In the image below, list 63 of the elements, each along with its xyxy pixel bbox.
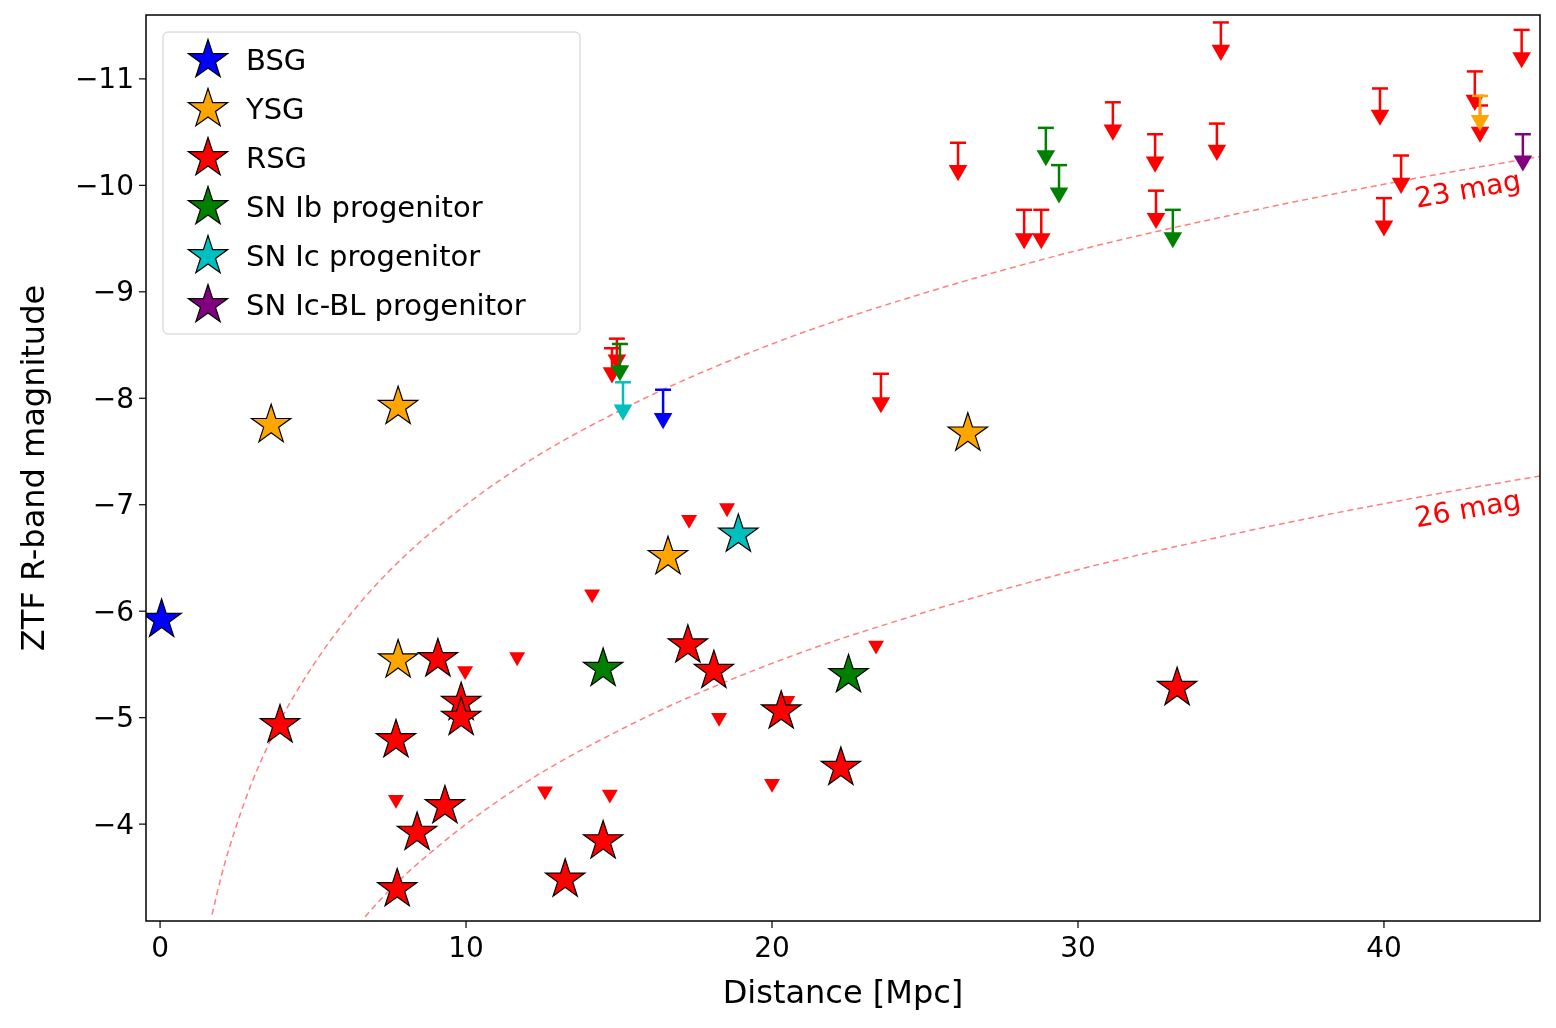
point [424, 784, 466, 824]
x-tick-label: 0 [151, 931, 169, 964]
point [1470, 115, 1490, 132]
point [1370, 109, 1390, 126]
x-axis-title: Distance [Mpc] [722, 973, 964, 1011]
legend-label: BSG [246, 43, 307, 77]
point [1145, 156, 1165, 173]
y-tick-label: −9 [92, 275, 134, 309]
point [610, 365, 630, 382]
y-tick-label: −10 [74, 168, 134, 202]
point [948, 165, 968, 182]
point [377, 638, 419, 678]
point [718, 513, 759, 552]
point [417, 637, 459, 677]
legend-label: SN Ic progenitor [246, 239, 481, 273]
point [440, 696, 482, 735]
legend-label: YSG [245, 92, 305, 126]
annotation: 26 mag [1412, 482, 1524, 535]
y-tick-label: −8 [92, 381, 134, 415]
point [820, 746, 862, 786]
point [1049, 187, 1069, 204]
point [1103, 124, 1123, 141]
point [582, 647, 624, 687]
point [259, 703, 301, 743]
y-tick-label: −6 [92, 594, 134, 628]
point [1207, 144, 1227, 161]
point [1163, 232, 1183, 249]
point [613, 404, 633, 421]
annotation: 23 mag [1412, 163, 1524, 215]
point [376, 867, 418, 907]
point [828, 653, 869, 693]
legend-label: SN Ib progenitor [246, 190, 483, 224]
point [1036, 150, 1056, 167]
x-tick-label: 10 [448, 931, 484, 964]
point [1211, 44, 1231, 61]
point [1391, 177, 1411, 194]
point [1513, 155, 1533, 172]
point [544, 858, 586, 897]
point [1374, 220, 1394, 237]
point [1146, 212, 1166, 230]
x-tick-label: 30 [1060, 931, 1096, 964]
y-tick-label: −5 [92, 701, 134, 735]
point [1156, 666, 1198, 706]
x-tick-label: 40 [1366, 931, 1402, 964]
point [1014, 233, 1034, 250]
point [1031, 233, 1051, 250]
point [667, 623, 709, 663]
x-tick-label: 20 [754, 931, 790, 964]
y-axis-title: ZTF R-band magnitude [14, 284, 52, 652]
point [582, 819, 624, 859]
point [375, 718, 417, 758]
legend-label: SN Ic-BL progenitor [246, 288, 526, 322]
point [693, 649, 735, 689]
point [647, 535, 689, 575]
point [396, 811, 438, 850]
y-tick-label: −11 [74, 62, 134, 96]
point [1470, 126, 1490, 143]
y-tick-label: −4 [92, 807, 134, 841]
point [760, 689, 802, 729]
y-tick-label: −7 [92, 488, 134, 522]
legend-label: RSG [246, 141, 308, 175]
point [1512, 52, 1531, 69]
line-series [364, 475, 1540, 918]
